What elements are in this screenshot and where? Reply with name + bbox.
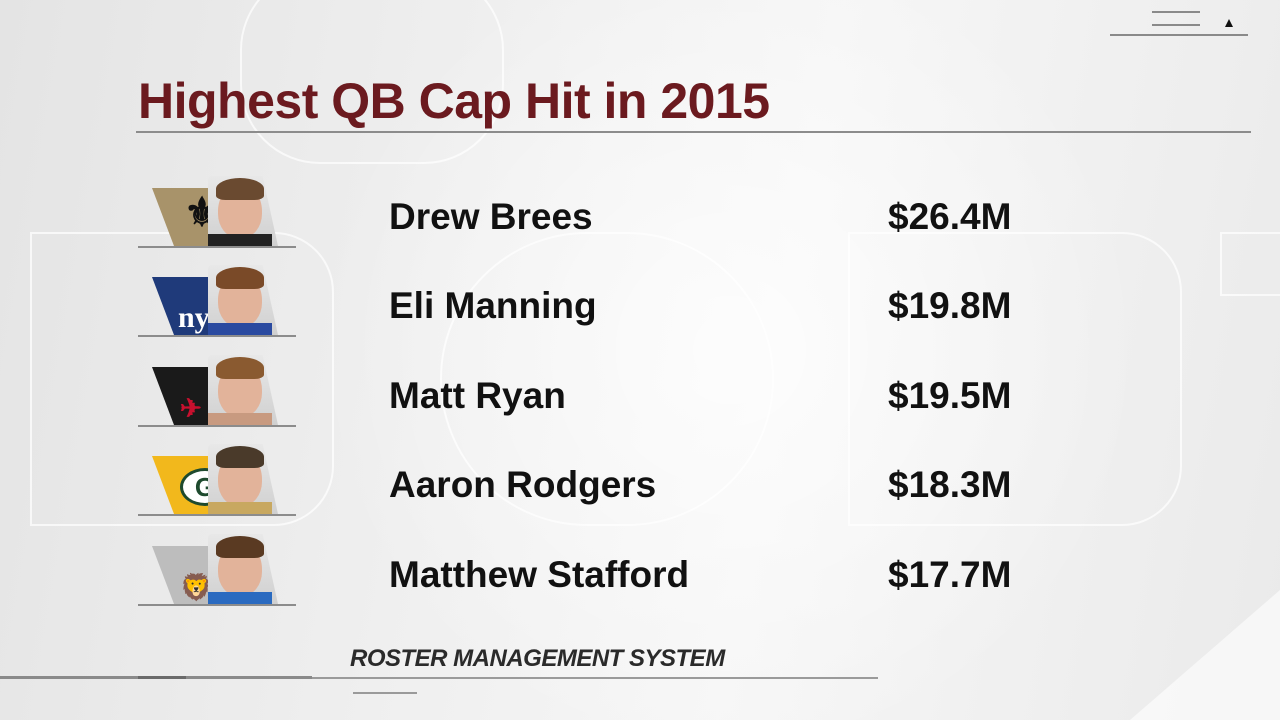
- ny-icon: ny: [178, 301, 210, 334]
- cap-hit-value: $19.5M: [888, 375, 1012, 416]
- background-letter-o: [440, 232, 774, 526]
- player-badge: ny: [138, 265, 298, 337]
- player-name: Eli Manning: [389, 285, 597, 326]
- player-row: ⚜ Drew Brees $26.4M: [0, 176, 1280, 266]
- player-name: Matt Ryan: [389, 375, 566, 416]
- row-divider: [138, 246, 296, 248]
- footer-divider-accent: [138, 676, 186, 679]
- player-hair: [216, 536, 264, 558]
- player-badge: ✈: [138, 355, 298, 427]
- player-name: Drew Brees: [389, 196, 593, 237]
- corner-triangle: [1130, 590, 1280, 720]
- top-right-ornament: [1110, 0, 1250, 40]
- background-shape: [240, 0, 504, 164]
- row-divider: [138, 335, 296, 337]
- player-headshot: [208, 355, 278, 425]
- player-jersey: [208, 413, 272, 425]
- player-name: Aaron Rodgers: [389, 464, 657, 505]
- footer-label: ROSTER MANAGEMENT SYSTEM: [350, 645, 725, 672]
- player-badge: G: [138, 444, 298, 516]
- cap-hit-value: $19.8M: [888, 285, 1012, 326]
- player-hair: [216, 178, 264, 200]
- player-row: G Aaron Rodgers $18.3M: [0, 444, 1280, 534]
- title-divider: [136, 131, 1251, 133]
- footer-divider: [0, 677, 878, 679]
- ornament-line: [1110, 34, 1248, 36]
- background-letter-t: [1220, 232, 1280, 296]
- player-hair: [216, 446, 264, 468]
- player-headshot: [208, 534, 278, 604]
- cap-hit-value: $18.3M: [888, 464, 1012, 505]
- page-title: Highest QB Cap Hit in 2015: [138, 73, 770, 129]
- player-row: ✈ Matt Ryan $19.5M: [0, 355, 1280, 445]
- player-row: ny Eli Manning $19.8M: [0, 265, 1280, 355]
- player-headshot: [208, 444, 278, 514]
- player-jersey: [208, 502, 272, 514]
- background-letter-r2: [848, 232, 1182, 526]
- row-divider: [138, 514, 296, 516]
- player-badge: ⚜: [138, 176, 298, 248]
- player-jersey: [208, 323, 272, 335]
- row-divider: [138, 604, 296, 606]
- player-badge: 🦁: [138, 534, 298, 606]
- player-headshot: [208, 265, 278, 335]
- cap-hit-value: $26.4M: [888, 196, 1012, 237]
- player-hair: [216, 357, 264, 379]
- lion-icon: 🦁: [180, 572, 213, 602]
- falcon-icon: ✈: [180, 393, 202, 423]
- player-jersey: [208, 234, 272, 246]
- triangle-up-icon: [1225, 19, 1233, 27]
- ornament-line: [1152, 24, 1200, 26]
- player-jersey: [208, 592, 272, 604]
- player-hair: [216, 267, 264, 289]
- player-headshot: [208, 176, 278, 246]
- player-name: Matthew Stafford: [389, 554, 690, 595]
- ornament-line: [1152, 11, 1200, 13]
- row-divider: [138, 425, 296, 427]
- player-row: 🦁 Matthew Stafford $17.7M: [0, 534, 1280, 624]
- footer-short-line: [353, 692, 417, 694]
- cap-hit-value: $17.7M: [888, 554, 1012, 595]
